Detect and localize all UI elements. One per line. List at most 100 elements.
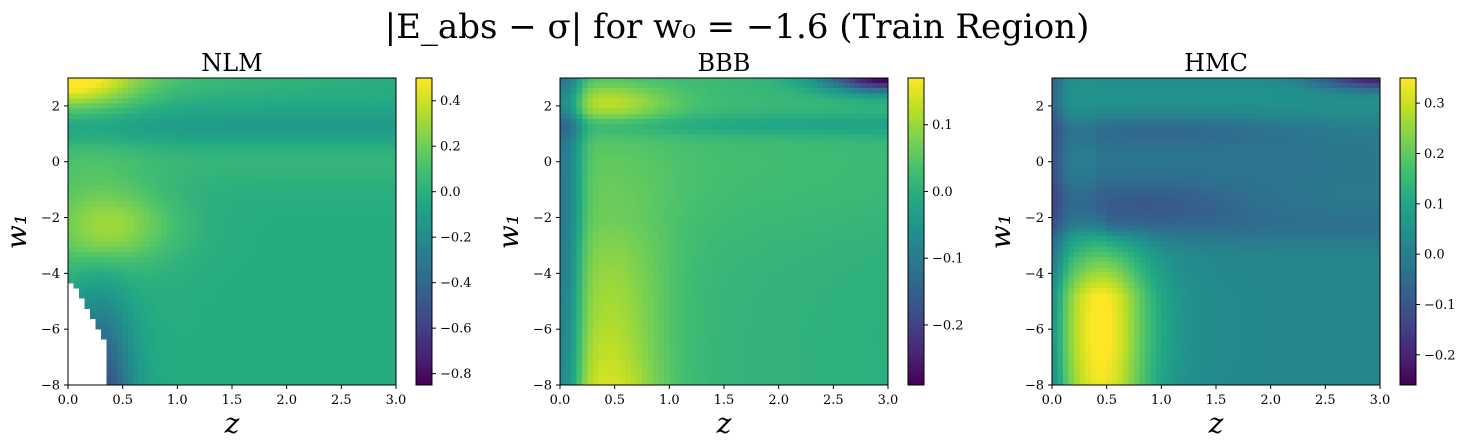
heatmap-cell xyxy=(680,108,687,115)
heatmap-cell xyxy=(368,364,375,371)
heatmap-cell xyxy=(614,323,621,330)
heatmap-cell xyxy=(259,78,266,84)
heatmap-cell xyxy=(620,338,627,345)
heatmap-cell xyxy=(221,113,228,120)
heatmap-cell xyxy=(652,369,659,376)
heatmap-cell xyxy=(139,118,146,125)
heatmap-cell xyxy=(576,364,583,371)
heatmap-cell xyxy=(565,226,572,233)
heatmap-cell xyxy=(281,190,288,197)
heatmap-cell xyxy=(292,323,299,330)
heatmap-cell xyxy=(237,175,244,181)
heatmap-cell xyxy=(614,246,621,253)
heatmap-cell xyxy=(636,236,643,243)
heatmap-cell xyxy=(374,246,381,253)
heatmap-cell xyxy=(581,180,588,187)
heatmap-cell xyxy=(570,292,577,299)
heatmap-cell xyxy=(210,323,217,330)
heatmap-cell xyxy=(171,231,178,238)
heatmap-cell xyxy=(308,195,315,202)
heatmap-cell xyxy=(614,282,621,289)
heatmap-cell xyxy=(390,338,397,345)
heatmap-cell xyxy=(570,149,577,156)
heatmap-cell xyxy=(111,267,118,274)
heatmap-cell xyxy=(609,277,616,284)
heatmap-cell xyxy=(379,251,386,258)
heatmap-cell xyxy=(324,205,331,212)
colorbar-segment xyxy=(416,139,432,144)
heatmap-cell xyxy=(341,349,348,355)
heatmap-cell xyxy=(160,359,167,366)
heatmap-cell xyxy=(592,139,599,146)
heatmap-cell xyxy=(669,262,676,268)
heatmap-cell xyxy=(89,83,96,89)
heatmap-cell xyxy=(270,205,277,212)
heatmap-cell xyxy=(652,149,659,156)
heatmap-cell xyxy=(390,379,397,386)
heatmap-cell xyxy=(379,200,386,207)
heatmap-cell xyxy=(565,236,572,243)
heatmap-cell xyxy=(297,129,304,135)
heatmap-cell xyxy=(642,195,649,202)
heatmap-cell xyxy=(128,139,135,146)
heatmap-cell xyxy=(368,369,375,376)
heatmap-cell xyxy=(324,262,331,268)
heatmap-cell xyxy=(259,257,266,263)
heatmap-cell xyxy=(598,298,605,304)
heatmap-cell xyxy=(133,103,140,110)
heatmap-cell xyxy=(647,267,654,274)
heatmap-cell xyxy=(95,200,102,207)
heatmap-cell xyxy=(160,298,167,304)
heatmap-cell xyxy=(286,200,293,207)
heatmap-cell xyxy=(335,134,342,140)
heatmap-cell xyxy=(226,231,233,238)
heatmap-cell xyxy=(603,359,610,366)
heatmap-cell xyxy=(297,236,304,243)
heatmap-cell xyxy=(242,282,249,289)
heatmap-cell xyxy=(368,231,375,238)
heatmap-cell xyxy=(303,175,310,181)
heatmap-cell xyxy=(642,236,649,243)
heatmap-cell xyxy=(297,195,304,202)
heatmap-cell xyxy=(264,364,271,371)
heatmap-cell xyxy=(106,313,113,320)
heatmap-cell xyxy=(346,78,353,84)
heatmap-cell xyxy=(642,369,649,376)
heatmap-cell xyxy=(374,251,381,258)
heatmap-cell xyxy=(669,93,676,100)
heatmap-cell xyxy=(609,282,616,289)
heatmap-cell xyxy=(242,338,249,345)
heatmap-cell xyxy=(636,277,643,284)
heatmap-cell xyxy=(357,318,364,325)
heatmap-cell xyxy=(592,374,599,381)
heatmap-cell xyxy=(631,344,638,350)
heatmap-cell xyxy=(652,113,659,120)
heatmap-cell xyxy=(379,118,386,125)
heatmap-cell xyxy=(587,154,594,161)
heatmap-cell xyxy=(253,144,260,151)
heatmap-cell xyxy=(560,374,567,381)
heatmap-cell xyxy=(199,267,206,274)
heatmap-cell xyxy=(303,287,310,294)
heatmap-cell xyxy=(248,287,255,294)
heatmap-cell xyxy=(603,180,610,187)
heatmap-cell xyxy=(663,175,670,181)
heatmap-cell xyxy=(565,78,572,84)
heatmap-cell xyxy=(581,308,588,314)
colorbar-segment xyxy=(416,317,432,322)
heatmap-cell xyxy=(275,170,282,176)
heatmap-cell xyxy=(341,221,348,227)
heatmap-cell xyxy=(177,282,184,289)
heatmap-cell xyxy=(193,323,200,330)
heatmap-cell xyxy=(669,333,676,340)
heatmap-cell xyxy=(374,257,381,263)
heatmap-cell xyxy=(95,103,102,110)
heatmap-cell xyxy=(303,344,310,350)
heatmap-cell xyxy=(281,303,288,309)
heatmap-cell xyxy=(314,78,321,84)
heatmap-cell xyxy=(663,374,670,381)
heatmap-cell xyxy=(341,277,348,284)
heatmap-cell xyxy=(182,364,189,371)
heatmap-cell xyxy=(576,103,583,110)
heatmap-cell xyxy=(565,139,572,146)
